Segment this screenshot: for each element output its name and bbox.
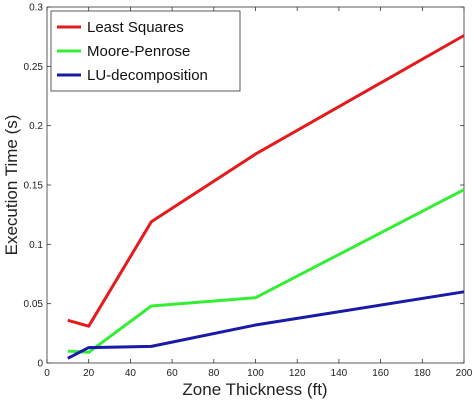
series-line-least-squares [67,34,465,328]
legend-label: Moore-Penrose [87,43,190,60]
legend: Least Squares Moore-Penrose LU-decompositi… [50,10,241,92]
y-tick-label: 0.3 [29,3,43,14]
x-tick-label: 0 [44,368,50,379]
x-tick-label: 180 [414,368,431,379]
x-tick-label: 40 [125,368,137,379]
legend-label: Least Squares [87,19,184,36]
y-tick-label: 0.2 [29,121,43,132]
x-tick-label: 100 [247,368,264,379]
x-tick-label: 160 [372,368,389,379]
y-tick-label: 0.05 [24,299,44,310]
x-axis-title: Zone Thickness (ft) [182,380,327,399]
x-tick-label: 120 [289,368,306,379]
x-tick-label: 80 [208,368,220,379]
x-tick-label: 60 [167,368,179,379]
x-tick-label: 20 [83,368,95,379]
legend-label: LU-decomposition [87,67,208,84]
series-line-lu-decomposition [67,290,465,360]
y-tick-label: 0 [37,359,43,370]
y-tick-label: 0.1 [29,240,43,251]
y-tick-label: 0.25 [24,62,44,73]
y-axis-title: Execution Time (s) [2,115,21,256]
legend-box [50,10,241,92]
axis-ticks: 0 20 40 60 80 100 120 140 160 180 200 0 0.05 0.1 0.15 0… [24,3,473,380]
series-lines [67,34,465,360]
y-tick-label: 0.15 [24,181,44,192]
x-tick-label: 200 [456,368,473,379]
x-tick-label: 140 [331,368,348,379]
